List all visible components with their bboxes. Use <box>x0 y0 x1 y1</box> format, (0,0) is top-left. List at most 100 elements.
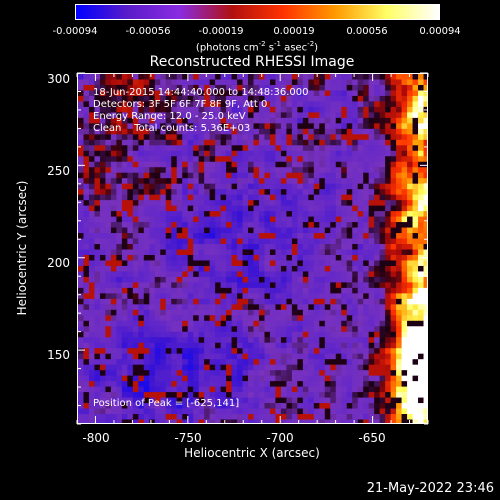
image-pixel <box>352 326 359 333</box>
image-pixel <box>258 79 266 86</box>
image-pixel <box>396 326 403 333</box>
image-pixel <box>346 298 353 305</box>
image-pixel <box>302 145 309 152</box>
image-pixel <box>379 101 386 108</box>
image-pixel <box>401 249 408 256</box>
image-pixel <box>335 397 342 404</box>
image-pixel <box>368 233 375 240</box>
image-pixel <box>385 287 392 294</box>
image-pixel <box>319 216 326 223</box>
image-pixel <box>143 408 150 415</box>
info-energy-range: Energy Range: 12.0 - 25.0 keV <box>93 111 246 122</box>
image-pixel <box>83 150 90 157</box>
image-pixel <box>264 211 271 218</box>
image-pixel <box>105 375 112 382</box>
image-pixel <box>88 74 96 81</box>
image-pixel <box>390 260 397 267</box>
image-pixel <box>143 287 150 294</box>
image-pixel <box>121 79 128 86</box>
image-pixel <box>132 222 139 229</box>
image-pixel <box>264 139 271 146</box>
image-pixel <box>341 178 348 185</box>
image-pixel <box>78 117 85 124</box>
image-pixel <box>209 145 216 152</box>
image-pixel <box>94 293 101 300</box>
image-pixel <box>231 304 238 311</box>
image-pixel <box>302 189 309 196</box>
image-pixel <box>324 381 331 388</box>
image-pixel <box>396 216 403 223</box>
image-pixel <box>385 315 392 322</box>
image-pixel <box>220 200 227 207</box>
image-pixel <box>363 205 370 212</box>
image-pixel <box>313 260 320 267</box>
image-pixel <box>297 79 304 86</box>
image-pixel <box>209 337 216 344</box>
image-pixel <box>209 271 216 278</box>
image-pixel <box>99 117 107 124</box>
image-pixel <box>308 260 315 267</box>
image-pixel <box>110 403 117 410</box>
image-pixel <box>78 84 85 92</box>
image-pixel <box>220 370 227 377</box>
image-pixel <box>401 375 408 382</box>
image-pixel <box>264 320 271 327</box>
image-pixel <box>127 150 134 157</box>
image-pixel <box>88 381 96 388</box>
image-pixel <box>418 167 425 174</box>
image-pixel <box>379 298 386 305</box>
image-pixel <box>418 150 425 157</box>
image-pixel <box>313 397 320 404</box>
image-pixel <box>182 364 189 371</box>
image-pixel <box>237 117 244 124</box>
image-pixel <box>308 265 315 273</box>
image-pixel <box>237 90 244 97</box>
image-pixel <box>302 156 309 163</box>
image-pixel <box>171 331 178 338</box>
image-pixel <box>286 271 293 278</box>
image-pixel <box>99 183 107 190</box>
image-pixel <box>379 331 386 338</box>
image-pixel <box>374 315 381 322</box>
image-pixel <box>374 216 381 223</box>
image-pixel <box>198 178 205 185</box>
image-pixel <box>335 315 342 322</box>
image-pixel <box>83 95 90 103</box>
image-pixel <box>346 167 353 174</box>
image-pixel <box>313 156 320 163</box>
image-pixel <box>99 359 107 366</box>
image-pixel <box>313 375 320 382</box>
image-pixel <box>94 419 101 423</box>
image-pixel <box>176 265 183 273</box>
image-pixel <box>171 178 178 185</box>
image-pixel <box>363 326 370 333</box>
image-pixel <box>237 403 244 410</box>
image-pixel <box>418 276 425 283</box>
image-pixel <box>116 156 123 163</box>
image-pixel <box>308 117 315 124</box>
image-pixel <box>88 386 96 393</box>
image-pixel <box>242 74 249 81</box>
image-pixel <box>363 150 370 157</box>
image-pixel <box>171 117 178 124</box>
image-pixel <box>335 370 342 377</box>
image-pixel <box>352 293 359 300</box>
image-pixel <box>204 287 211 294</box>
image-pixel <box>297 244 304 251</box>
image-pixel <box>83 397 90 404</box>
image-pixel <box>368 320 375 327</box>
image-pixel <box>423 414 427 421</box>
image-pixel <box>341 156 348 163</box>
image-pixel <box>313 112 320 119</box>
image-pixel <box>105 101 112 108</box>
image-pixel <box>379 381 386 388</box>
image-pixel <box>346 419 353 423</box>
image-pixel <box>412 216 419 223</box>
image-pixel <box>116 106 123 113</box>
image-pixel <box>231 134 238 141</box>
image-pixel <box>390 326 397 333</box>
image-pixel <box>346 211 353 218</box>
image-pixel <box>99 95 107 103</box>
image-pixel <box>149 101 156 108</box>
image-pixel <box>154 216 161 223</box>
